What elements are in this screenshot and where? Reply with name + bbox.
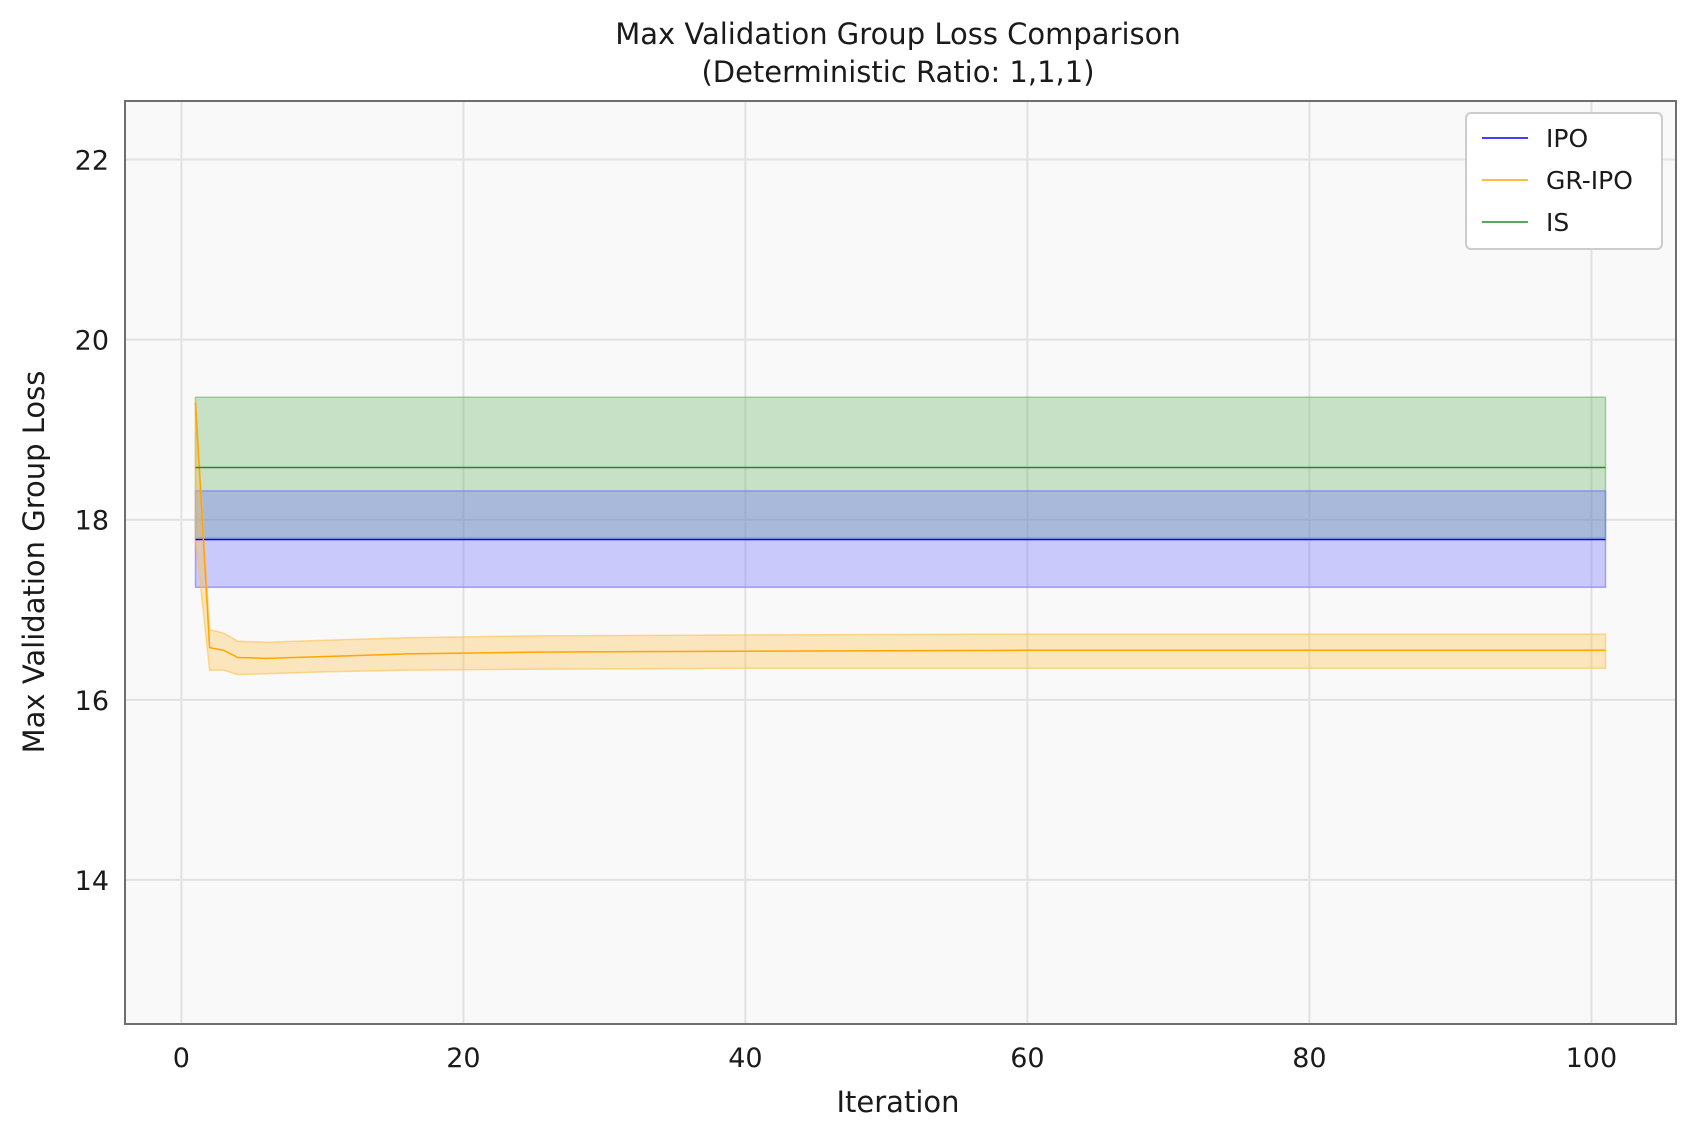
x-tick-label: 0 xyxy=(173,1043,190,1074)
legend-frame xyxy=(1465,112,1663,250)
grid xyxy=(125,101,1676,1024)
series-lines xyxy=(194,402,1606,660)
plot-area xyxy=(125,101,1676,1024)
legend: IPO GR-IPO IS xyxy=(1465,112,1663,250)
x-tick-label: 80 xyxy=(1292,1043,1326,1074)
legend-label-ipo: IPO xyxy=(1546,124,1588,153)
y-tick-label: 22 xyxy=(75,146,109,177)
legend-label-is: IS xyxy=(1546,208,1569,237)
y-tick-label: 18 xyxy=(75,506,109,537)
x-tick-label: 20 xyxy=(446,1043,480,1074)
y-tick-label: 16 xyxy=(75,686,109,717)
x-tick-label: 40 xyxy=(728,1043,762,1074)
x-axis-label: Iteration xyxy=(836,1085,959,1119)
y-axis-label: Max Validation Group Loss xyxy=(17,371,51,754)
chart-title: Max Validation Group Loss Comparison xyxy=(615,17,1181,51)
y-tick-label: 20 xyxy=(75,326,109,357)
plot-frame xyxy=(124,100,1677,1025)
x-axis-ticks: 0 20 40 60 80 100 xyxy=(173,1043,1617,1074)
confidence-band-gr-ipo xyxy=(194,398,1607,676)
chart-subtitle: (Deterministic Ratio: 1,1,1) xyxy=(701,55,1094,89)
y-axis-ticks: 14 16 18 20 22 xyxy=(75,146,109,897)
x-tick-label: 100 xyxy=(1566,1043,1618,1074)
x-tick-label: 60 xyxy=(1010,1043,1044,1074)
y-tick-label: 14 xyxy=(75,866,109,897)
legend-label-gr-ipo: GR-IPO xyxy=(1546,166,1633,195)
series-line-gr-ipo xyxy=(194,402,1606,660)
